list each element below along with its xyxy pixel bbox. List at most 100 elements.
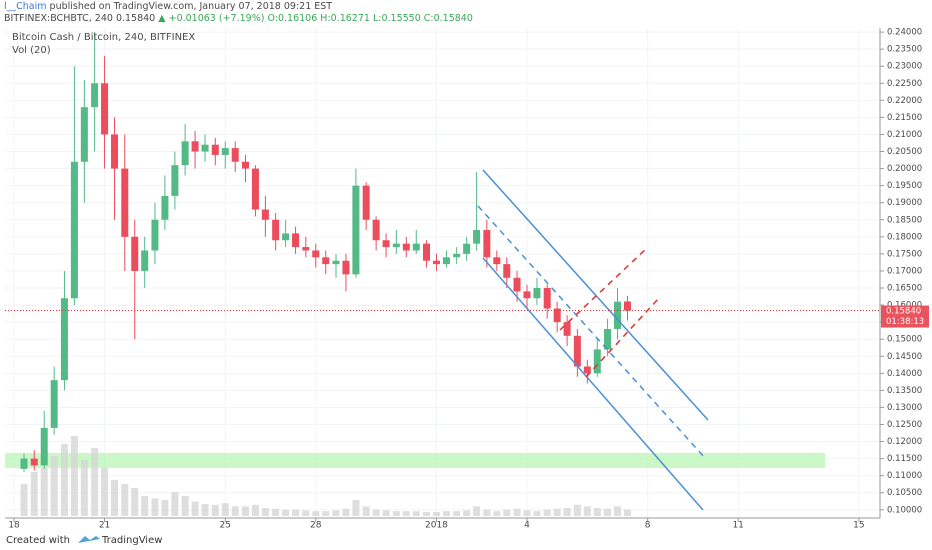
candle-body bbox=[442, 257, 450, 265]
y-tick-label: 0.14500 bbox=[887, 352, 922, 362]
candle-body bbox=[412, 243, 420, 251]
candle-body bbox=[453, 253, 461, 258]
channel-line bbox=[482, 257, 704, 511]
volume-bar bbox=[60, 444, 68, 516]
y-tick-label: 0.13500 bbox=[887, 386, 922, 396]
volume-bar bbox=[623, 509, 631, 516]
candle-body bbox=[30, 458, 38, 466]
candle-body bbox=[332, 260, 340, 265]
candle-body bbox=[402, 243, 410, 251]
volume-bar bbox=[442, 511, 450, 516]
y-tick-label: 0.20000 bbox=[887, 164, 922, 174]
volume-bar bbox=[111, 480, 119, 516]
candle-body bbox=[60, 298, 68, 381]
y-tick-label: 0.18500 bbox=[887, 215, 922, 225]
x-tick-label: 2018 bbox=[425, 521, 448, 531]
candle-body bbox=[282, 233, 290, 241]
y-tick-label: 0.22000 bbox=[887, 96, 922, 106]
candle-body bbox=[251, 168, 259, 210]
volume-bar bbox=[191, 501, 199, 516]
candle-body bbox=[493, 257, 501, 265]
volume-bar bbox=[50, 456, 58, 516]
y-tick-label: 0.21000 bbox=[887, 130, 922, 140]
volume-bar bbox=[604, 508, 612, 516]
candle-body bbox=[50, 380, 58, 428]
volume-bar bbox=[272, 508, 280, 516]
volume-bar bbox=[614, 506, 621, 516]
y-tick-label: 0.11000 bbox=[887, 471, 922, 481]
y-tick-label: 0.16500 bbox=[887, 284, 922, 294]
volume-bar bbox=[322, 511, 330, 516]
volume-bar bbox=[463, 510, 471, 516]
candle-body bbox=[382, 240, 390, 248]
candle-body bbox=[483, 230, 491, 258]
candle-body bbox=[292, 233, 300, 248]
x-tick-label: 18 bbox=[8, 521, 20, 531]
y-tick-label: 0.10500 bbox=[887, 488, 922, 498]
candle-body bbox=[241, 161, 249, 169]
chart-title: Bitcoin Cash / Bitcoin, 240, BITFINEX bbox=[12, 32, 195, 43]
volume-bar bbox=[131, 488, 139, 516]
volume-bar bbox=[251, 504, 259, 516]
volume-bar bbox=[553, 508, 561, 516]
volume-bar bbox=[261, 508, 269, 516]
candle-body bbox=[362, 185, 370, 220]
candle-body bbox=[181, 141, 189, 166]
volume-bar bbox=[573, 504, 581, 516]
x-tick-label: 25 bbox=[220, 521, 231, 531]
candle-body bbox=[553, 308, 561, 323]
volume-bar bbox=[282, 509, 290, 516]
y-tick-label: 0.24000 bbox=[887, 28, 922, 38]
candle-body bbox=[131, 236, 139, 271]
ohlc: O:0.16106 bbox=[267, 13, 317, 24]
channel-mid bbox=[477, 205, 706, 459]
volume-bar bbox=[352, 500, 360, 516]
candle-body bbox=[352, 185, 360, 275]
candle-body bbox=[201, 144, 209, 152]
volume-bar bbox=[372, 509, 380, 516]
volume-bar bbox=[483, 509, 491, 516]
volume-bar bbox=[161, 500, 169, 516]
volume-bar bbox=[523, 510, 531, 516]
volume-bar bbox=[453, 511, 461, 516]
author[interactable]: l__Chaim bbox=[4, 1, 47, 12]
candle-body bbox=[533, 288, 541, 299]
y-tick-label: 0.11500 bbox=[887, 454, 922, 464]
candle-body bbox=[583, 366, 591, 374]
candle-body bbox=[302, 247, 310, 251]
candle-body bbox=[211, 144, 219, 155]
volume-bar bbox=[402, 511, 410, 516]
candle-body bbox=[111, 134, 119, 169]
brand[interactable]: TradingView bbox=[101, 535, 162, 546]
candle-body bbox=[593, 349, 601, 374]
y-tick-label: 0.19500 bbox=[887, 181, 922, 191]
volume bbox=[20, 436, 631, 516]
channel-line bbox=[482, 169, 709, 421]
grid bbox=[5, 28, 880, 518]
volume-bar bbox=[493, 511, 501, 516]
header-line: BITFINEX:BCHBTC, 240 0.15840 ▲ +0.01063 … bbox=[4, 13, 473, 24]
volume-bar bbox=[533, 511, 541, 516]
volume-bar bbox=[241, 506, 249, 516]
volume-bar bbox=[30, 472, 38, 516]
candle-body bbox=[463, 243, 471, 254]
price: 0.15840 bbox=[116, 13, 155, 24]
candle-body bbox=[322, 257, 330, 265]
candle-body bbox=[543, 288, 551, 309]
volume-bar bbox=[563, 508, 571, 516]
volume-bar bbox=[513, 508, 521, 516]
x-tick-label: 8 bbox=[645, 521, 651, 531]
candle-body bbox=[503, 264, 511, 278]
candles bbox=[20, 32, 631, 473]
candle-body bbox=[261, 209, 269, 220]
volume-bar bbox=[231, 506, 239, 516]
y-tick-label: 0.15000 bbox=[887, 335, 922, 345]
volume-bar bbox=[292, 509, 300, 516]
y-tick-label: 0.13000 bbox=[887, 403, 922, 413]
volume-bar bbox=[80, 460, 88, 516]
volume-bar bbox=[412, 511, 420, 516]
x-tick-label: 21 bbox=[99, 521, 110, 531]
candle-body bbox=[231, 148, 239, 162]
candle-body bbox=[604, 328, 612, 350]
